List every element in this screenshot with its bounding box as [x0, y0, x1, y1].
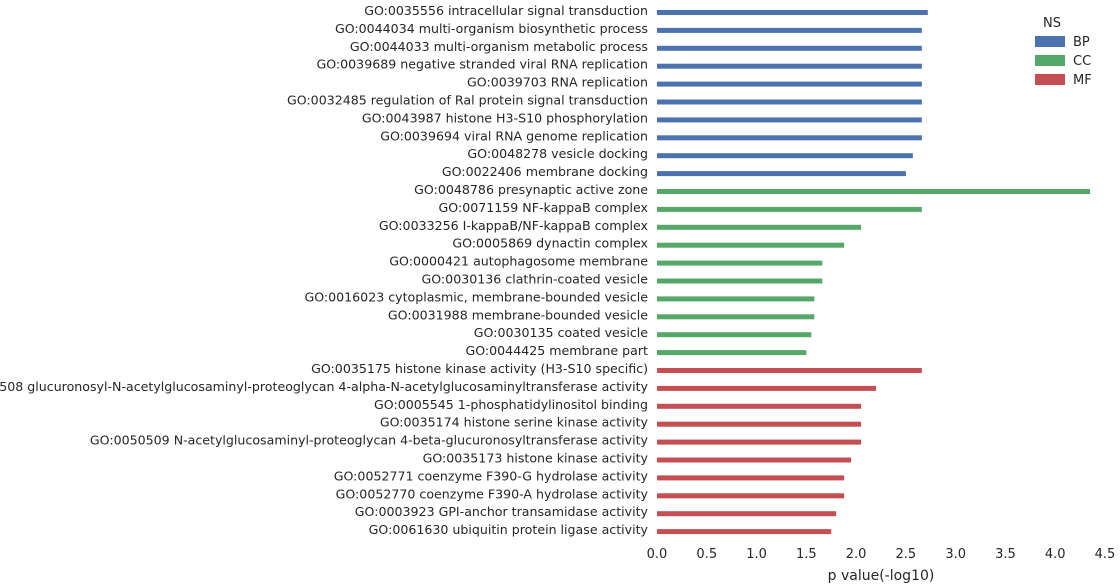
- legend-entries: BP CC MF: [1035, 35, 1092, 88]
- bar: [657, 278, 823, 284]
- x-tick-label: 0.5: [696, 547, 717, 562]
- category-label: GO:0035173 histone kinase activity: [423, 451, 649, 466]
- bar: [657, 529, 832, 535]
- bar: [657, 206, 922, 212]
- x-tick-label: 1.0: [746, 547, 767, 562]
- category-label: GO:0005545 1-phosphatidylinositol bindin…: [374, 397, 648, 412]
- x-tick-label: 4.5: [1095, 547, 1116, 562]
- legend-swatch: [1035, 55, 1065, 66]
- category-label: GO:0048786 presynaptic active zone: [414, 182, 648, 197]
- bar: [657, 63, 922, 69]
- bar: [657, 260, 823, 266]
- bar: [657, 153, 913, 159]
- legend-swatch: [1035, 74, 1065, 85]
- category-label: GO:0005869 dynactin complex: [452, 236, 648, 251]
- bar: [657, 242, 845, 248]
- bar: [657, 421, 862, 427]
- bar: [657, 350, 807, 356]
- category-label: GO:0035175 histone kinase activity (H3-S…: [311, 361, 648, 376]
- category-label: GO:0048278 vesicle docking: [467, 146, 648, 161]
- category-label: GO:0035556 intracellular signal transduc…: [364, 3, 648, 18]
- x-tick-label: 3.0: [945, 547, 966, 562]
- legend: NS BP CC MF: [1035, 16, 1092, 88]
- bar: [657, 385, 877, 391]
- x-tick-label: 3.5: [995, 547, 1016, 562]
- x-tick-label: 2.5: [896, 547, 917, 562]
- category-label: GO:0050508 glucuronosyl-N-acetylglucosam…: [0, 379, 649, 394]
- bar: [657, 511, 837, 517]
- category-label: GO:0039689 negative stranded viral RNA r…: [316, 57, 648, 72]
- bar: [657, 457, 852, 463]
- x-axis-label: p value(-log10): [828, 568, 935, 584]
- category-label: GO:0016023 cytoplasmic, membrane-bounded…: [304, 289, 648, 304]
- bar: [657, 171, 906, 177]
- category-label: GO:0030136 clathrin-coated vesicle: [421, 272, 648, 287]
- category-label: GO:0035174 histone serine kinase activit…: [380, 415, 649, 430]
- bar: [657, 403, 862, 409]
- category-label: GO:0032485 regulation of Ral protein sig…: [287, 93, 648, 108]
- bar: [657, 314, 815, 320]
- legend-swatch: [1035, 36, 1065, 47]
- bar: [657, 10, 928, 15]
- legend-label: CC: [1073, 54, 1091, 69]
- category-label: GO:0033256 I-kappaB/NF-kappaB complex: [379, 218, 649, 233]
- x-tick-label: 1.5: [796, 547, 817, 562]
- category-labels: GO:0035556 intracellular signal transduc…: [0, 3, 649, 537]
- category-label: GO:0044034 multi-organism biosynthetic p…: [335, 21, 648, 36]
- bar: [657, 45, 922, 51]
- category-label: GO:0043987 histone H3-S10 phosphorylatio…: [362, 110, 648, 125]
- legend-label: BP: [1073, 35, 1090, 50]
- legend-label: MF: [1073, 73, 1092, 88]
- bar: [657, 439, 862, 445]
- category-label: GO:0039694 viral RNA genome replication: [380, 128, 648, 143]
- category-label: GO:0003923 GPI-anchor transamidase activ…: [355, 504, 649, 519]
- bar: [657, 493, 845, 499]
- bars-layer: [657, 10, 1091, 535]
- category-label: GO:0030135 coated vesicle: [474, 325, 648, 340]
- x-tick-label: 4.0: [1045, 547, 1066, 562]
- category-label: GO:0052771 coenzyme F390-G hydrolase act…: [334, 468, 649, 483]
- bar: [657, 81, 922, 87]
- bar: [657, 135, 922, 141]
- category-label: GO:0052770 coenzyme F390-A hydrolase act…: [336, 486, 649, 501]
- category-label: GO:0044425 membrane part: [465, 343, 648, 358]
- bar: [657, 368, 922, 373]
- x-tick-label: 0.0: [647, 547, 668, 562]
- category-label: GO:0000421 autophagosome membrane: [389, 254, 648, 269]
- category-label: GO:0044033 multi-organism metabolic proc…: [350, 39, 648, 54]
- bar: [657, 475, 845, 481]
- x-tick-labels: 0.0 0.5 1.0 1.5 2.0 2.5 3.0 3.5 4.0 4.5: [647, 547, 1116, 562]
- bar: [657, 99, 922, 105]
- bar: [657, 296, 815, 302]
- bar: [657, 117, 922, 123]
- category-label: GO:0071159 NF-kappaB complex: [439, 200, 649, 215]
- bar: [657, 189, 1091, 194]
- category-label: GO:0050509 N-acetylglucosaminyl-proteogl…: [90, 433, 649, 448]
- category-label: GO:0039703 RNA replication: [467, 75, 648, 90]
- category-label: GO:0022406 membrane docking: [442, 164, 648, 179]
- x-tick-label: 2.0: [846, 547, 867, 562]
- category-label: GO:0061630 ubiquitin protein ligase acti…: [369, 522, 649, 537]
- bar: [657, 224, 862, 230]
- bar: [657, 27, 922, 33]
- category-label: GO:0031988 membrane-bounded vesicle: [388, 307, 648, 322]
- bar: [657, 332, 812, 338]
- legend-title: NS: [1043, 16, 1061, 31]
